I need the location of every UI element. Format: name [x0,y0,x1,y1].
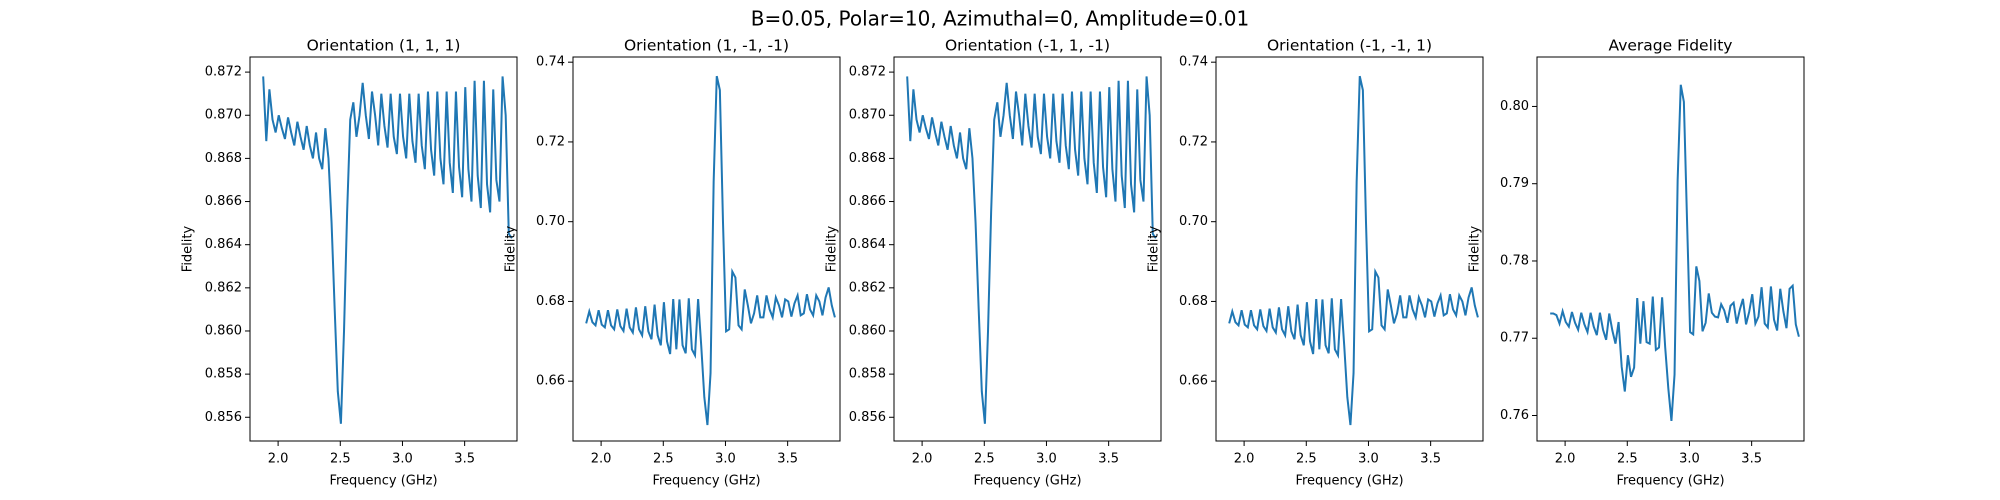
data-line [1550,84,1800,422]
y-axis-label: Fidelity [1468,225,1483,272]
x-axis-label: Frequency (GHz) [973,474,1081,489]
y-tick-label: 0.70 [536,214,565,229]
data-line [262,76,513,424]
y-tick-label: 0.866 [849,194,886,209]
x-tick-label: 2.0 [1555,452,1576,467]
axis-title: Orientation (-1, -1, 1) [1267,37,1432,55]
x-tick-label: 3.0 [1036,452,1057,467]
x-tick-label: 2.5 [974,452,995,467]
plot-frame [1215,56,1484,442]
y-tick-label: 0.868 [849,151,886,166]
x-tick-label: 2.5 [653,452,674,467]
x-axis-label: Frequency (GHz) [329,474,437,489]
x-tick-label: 2.5 [1617,452,1638,467]
y-axis-label: Fidelity [504,225,519,272]
y-tick-label: 0.70 [1179,214,1208,229]
y-tick-label: 0.870 [205,108,242,123]
x-tick-label: 2.5 [330,452,351,467]
y-tick-label: 0.66 [536,374,565,389]
y-tick-label: 0.866 [205,194,242,209]
x-tick-label: 2.0 [1234,452,1255,467]
x-tick-label: 2.0 [268,452,289,467]
x-tick-label: 3.5 [454,452,475,467]
y-tick-label: 0.76 [1500,408,1529,423]
y-tick-label: 0.858 [205,367,242,382]
data-line [906,76,1157,424]
y-tick-label: 0.72 [536,134,565,149]
x-axis-label: Frequency (GHz) [652,474,760,489]
y-tick-label: 0.68 [1179,294,1208,309]
y-tick-label: 0.870 [849,108,886,123]
x-tick-label: 3.5 [777,452,798,467]
y-tick-label: 0.66 [1179,374,1208,389]
y-tick-label: 0.862 [849,280,886,295]
y-tick-label: 0.860 [849,323,886,338]
axis-title: Orientation (-1, 1, -1) [945,37,1110,55]
data-line [1228,75,1479,426]
y-tick-label: 0.864 [849,237,886,252]
y-tick-label: 0.74 [536,55,565,70]
x-tick-label: 2.0 [591,452,612,467]
y-tick-label: 0.80 [1500,99,1529,114]
y-tick-label: 0.856 [849,410,886,425]
y-tick-label: 0.72 [1179,134,1208,149]
x-tick-label: 3.0 [715,452,736,467]
y-tick-label: 0.68 [536,294,565,309]
axis-title: Average Fidelity [1609,37,1733,55]
x-tick-label: 3.5 [1420,452,1441,467]
axis-title: Orientation (1, 1, 1) [307,37,461,55]
figure-title: B=0.05, Polar=10, Azimuthal=0, Amplitude… [751,7,1249,31]
x-tick-label: 3.0 [1679,452,1700,467]
y-tick-label: 0.856 [205,410,242,425]
y-axis-label: Fidelity [825,225,840,272]
y-tick-label: 0.78 [1500,253,1529,268]
data-line [585,75,836,426]
y-tick-label: 0.860 [205,323,242,338]
plot-frame [249,56,518,442]
x-tick-label: 3.5 [1098,452,1119,467]
plot-frame [572,56,841,442]
y-axis-label: Fidelity [1147,225,1162,272]
y-tick-label: 0.77 [1500,331,1529,346]
plot-frame [893,56,1162,442]
y-axis-label: Fidelity [181,225,196,272]
x-tick-label: 2.0 [912,452,933,467]
x-tick-label: 2.5 [1296,452,1317,467]
y-tick-label: 0.858 [849,367,886,382]
y-tick-label: 0.862 [205,280,242,295]
y-tick-label: 0.872 [205,65,242,80]
x-tick-label: 3.5 [1741,452,1762,467]
y-tick-label: 0.864 [205,237,242,252]
y-tick-label: 0.74 [1179,55,1208,70]
axis-title: Orientation (1, -1, -1) [624,37,789,55]
y-tick-label: 0.79 [1500,176,1529,191]
x-axis-label: Frequency (GHz) [1616,474,1724,489]
x-tick-label: 3.0 [1358,452,1379,467]
x-tick-label: 3.0 [392,452,413,467]
y-tick-label: 0.868 [205,151,242,166]
x-axis-label: Frequency (GHz) [1295,474,1403,489]
plot-frame [1536,56,1805,442]
y-tick-label: 0.872 [849,65,886,80]
